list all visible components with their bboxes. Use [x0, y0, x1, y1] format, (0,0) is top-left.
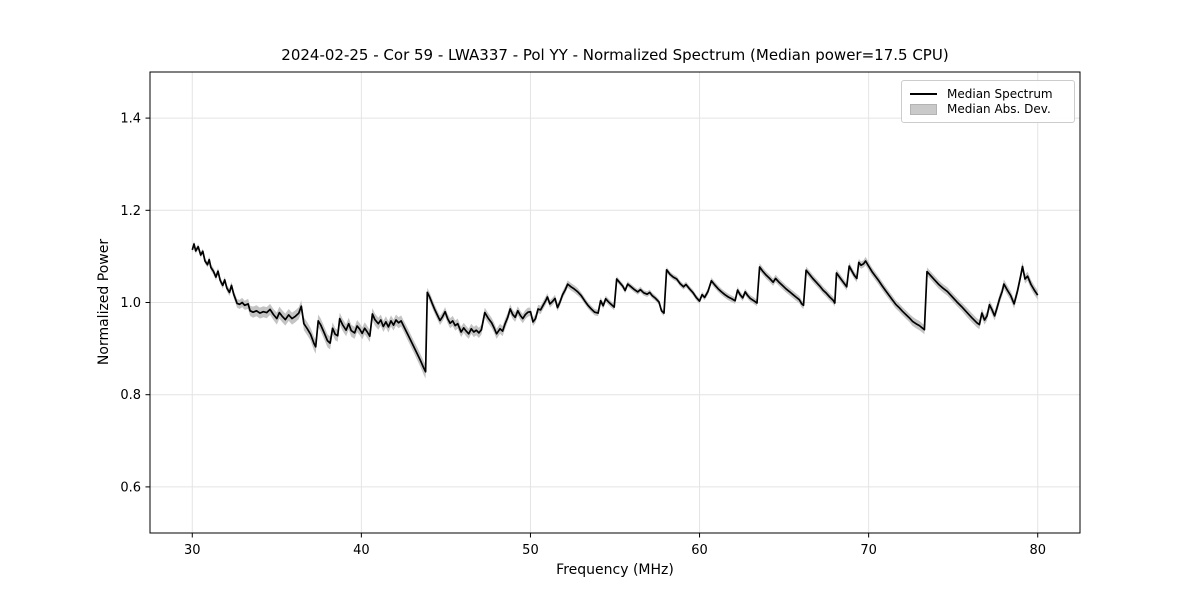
- y-tick-label: 1.0: [120, 296, 141, 311]
- legend-box: Median Spectrum Median Abs. Dev.: [901, 80, 1075, 123]
- x-tick-label: 80: [1029, 543, 1046, 558]
- x-tick-label: 70: [860, 543, 877, 558]
- legend-line-sample-icon: [910, 92, 937, 95]
- x-tick-label: 60: [691, 543, 708, 558]
- y-axis-label: Normalized Power: [96, 238, 112, 366]
- y-tick-label: 0.6: [120, 480, 141, 495]
- x-tick-label: 40: [353, 543, 370, 558]
- legend-label-median-spectrum: Median Spectrum: [947, 86, 1053, 101]
- x-tick-label: 50: [522, 543, 539, 558]
- y-tick-label: 1.2: [120, 204, 141, 219]
- legend-label-median-abs-dev: Median Abs. Dev.: [947, 102, 1051, 117]
- plot-title: 2024-02-25 - Cor 59 - LWA337 - Pol YY - …: [281, 46, 949, 64]
- median-spectrum-line: [191, 243, 1039, 373]
- y-tick-label: 0.8: [120, 388, 141, 403]
- legend-item-median-spectrum: Median Spectrum: [910, 86, 1066, 102]
- x-tick-label: 30: [184, 543, 201, 558]
- y-tick-label: 1.4: [120, 112, 141, 127]
- legend-item-median-abs-dev: Median Abs. Dev.: [910, 102, 1066, 118]
- x-axis-label: Frequency (MHz): [556, 562, 674, 578]
- legend-patch-sample-icon: [910, 103, 937, 115]
- mad-band: [192, 241, 1038, 379]
